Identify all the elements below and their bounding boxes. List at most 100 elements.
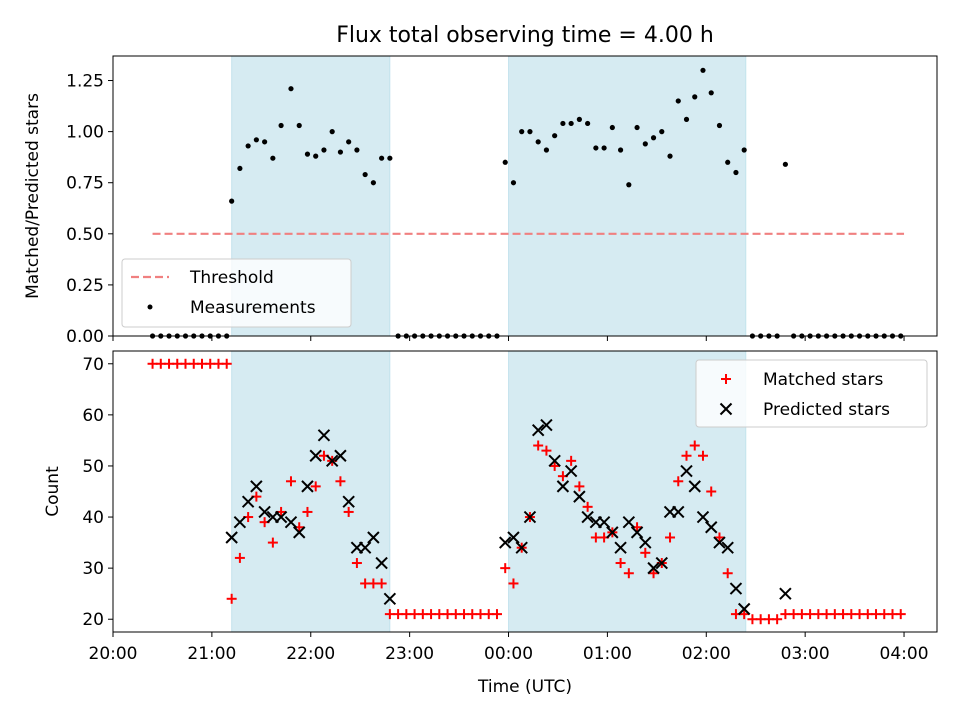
- measurement-point: [362, 171, 368, 178]
- matched-star-point: [541, 445, 552, 456]
- measurement-point: [576, 116, 582, 122]
- predicted-star-point: [548, 454, 561, 468]
- predicted-star-point: [499, 536, 512, 549]
- predicted-star-point: [342, 495, 355, 508]
- predicted-star-point: [334, 449, 347, 462]
- predicted-star-point-b: [688, 480, 701, 493]
- predicted-star-point-b: [367, 531, 380, 544]
- x-tick-label: 20:00: [89, 644, 138, 664]
- matched-star-point: [895, 609, 906, 620]
- matched-star-point: [665, 532, 676, 543]
- predicted-star-point: [581, 510, 594, 524]
- y-tick-label: 70: [82, 355, 104, 375]
- measurement-point: [370, 180, 376, 186]
- matched-star-point: [697, 450, 708, 461]
- shaded-interval: [508, 55, 747, 337]
- measurement-point: [527, 129, 533, 135]
- predicted-star-point: [647, 561, 660, 575]
- matched-star-point: [722, 568, 733, 579]
- x-tick-label: 21:00: [187, 644, 236, 664]
- matched-star-point: [640, 547, 651, 558]
- predicted-star-point-b: [241, 495, 255, 508]
- predicted-star-point-b: [737, 602, 751, 616]
- predicted-star-point: [655, 556, 668, 570]
- predicted-star-point: [375, 556, 388, 570]
- predicted-star-point-b: [507, 531, 520, 544]
- matched-star-point: [673, 476, 684, 487]
- predicted-star-point-b: [630, 526, 644, 539]
- matched-star-point: [508, 578, 519, 589]
- predicted-star-point: [383, 592, 397, 605]
- measurement-point: [237, 165, 243, 172]
- measurement-point: [270, 155, 276, 161]
- measurement-point: [387, 155, 393, 161]
- measurement-point: [552, 133, 558, 139]
- predicted-star-point: [515, 541, 528, 554]
- matched-star-point: [648, 568, 659, 579]
- predicted-star-point-b: [614, 541, 627, 554]
- predicted-star-point: [573, 490, 586, 503]
- bottom-x-ticks: 20:00 21:00 22:00 23:00 00:00 01:00 02:00 03:00…: [89, 632, 929, 664]
- measurement-point: [321, 147, 327, 153]
- matched-star-point: [623, 568, 634, 579]
- predicted-star-point-b: [622, 515, 636, 529]
- predicted-star-point: [680, 464, 693, 478]
- measurement-point: [667, 153, 673, 159]
- predicted-star-point: [309, 449, 322, 462]
- predicted-star-point: [540, 418, 553, 432]
- measurement-point: [519, 129, 525, 135]
- measurement-point: [288, 86, 294, 92]
- bottom-panel: 20 30 40 50 60 70 20:00 21:00 22:00 23:00 00:00 01…: [43, 350, 938, 697]
- measurement-point: [593, 145, 599, 151]
- matched-star-point: [302, 506, 313, 517]
- predicted-star-point: [523, 510, 537, 524]
- predicted-star-point: [696, 510, 710, 524]
- measurement-point: [543, 147, 550, 153]
- y-tick-label: 30: [82, 559, 104, 579]
- predicted-star-point: [597, 515, 611, 529]
- matched-star-point: [689, 440, 700, 451]
- predicted-star-point: [225, 531, 238, 544]
- predicted-star-point-b: [334, 449, 347, 462]
- measurement-point: [617, 147, 624, 153]
- predicted-star-point: [729, 582, 743, 595]
- predicted-star-point-b: [729, 582, 743, 595]
- x-tick-label: 00:00: [484, 644, 533, 664]
- predicted-star-point-b: [358, 541, 372, 554]
- measurement-point: [568, 120, 574, 127]
- predicted-star-point-b: [342, 495, 355, 508]
- measurement-point: [675, 98, 681, 104]
- predicted-star-point-b: [573, 490, 586, 503]
- measurement-point: [329, 129, 335, 135]
- predicted-star-point-b: [317, 429, 331, 442]
- legend-marker-x: [719, 402, 733, 416]
- predicted-star-point: [507, 531, 520, 544]
- predicted-star-point: [293, 526, 306, 539]
- bottom-y-axis-label: Count: [43, 466, 63, 517]
- legend-label-threshold: Threshold: [189, 268, 274, 288]
- legend-label-predicted: Predicted stars: [763, 400, 890, 420]
- y-tick-label: 0.75: [66, 174, 104, 194]
- x-tick-label: 02:00: [682, 644, 731, 664]
- x-axis-label: Time (UTC): [477, 677, 572, 697]
- measurement-point: [725, 159, 731, 165]
- y-tick-label: 60: [82, 406, 104, 426]
- measurement-point: [337, 149, 344, 155]
- measurement-point: [346, 139, 352, 145]
- matched-star-point: [533, 440, 544, 451]
- predicted-star-point-b: [325, 454, 339, 468]
- predicted-star-point: [301, 480, 314, 493]
- chart-title: Flux total observing time = 4.00 h: [336, 23, 714, 48]
- top-legend: Threshold Measurements: [121, 258, 352, 328]
- top-x-ticks: [112, 336, 905, 341]
- top-y-axis-label: Matched/Predicted stars: [23, 93, 43, 299]
- predicted-star-point-b: [233, 515, 247, 529]
- predicted-star-point-b: [301, 480, 314, 493]
- y-tick-label: 0.25: [66, 276, 104, 296]
- predicted-star-point-b: [581, 510, 594, 524]
- predicted-star-point-b: [556, 480, 570, 493]
- legend-label-matched: Matched stars: [763, 370, 883, 390]
- predicted-star-point: [258, 505, 271, 519]
- measurement-point: [296, 122, 302, 129]
- matched-star-point: [234, 552, 245, 563]
